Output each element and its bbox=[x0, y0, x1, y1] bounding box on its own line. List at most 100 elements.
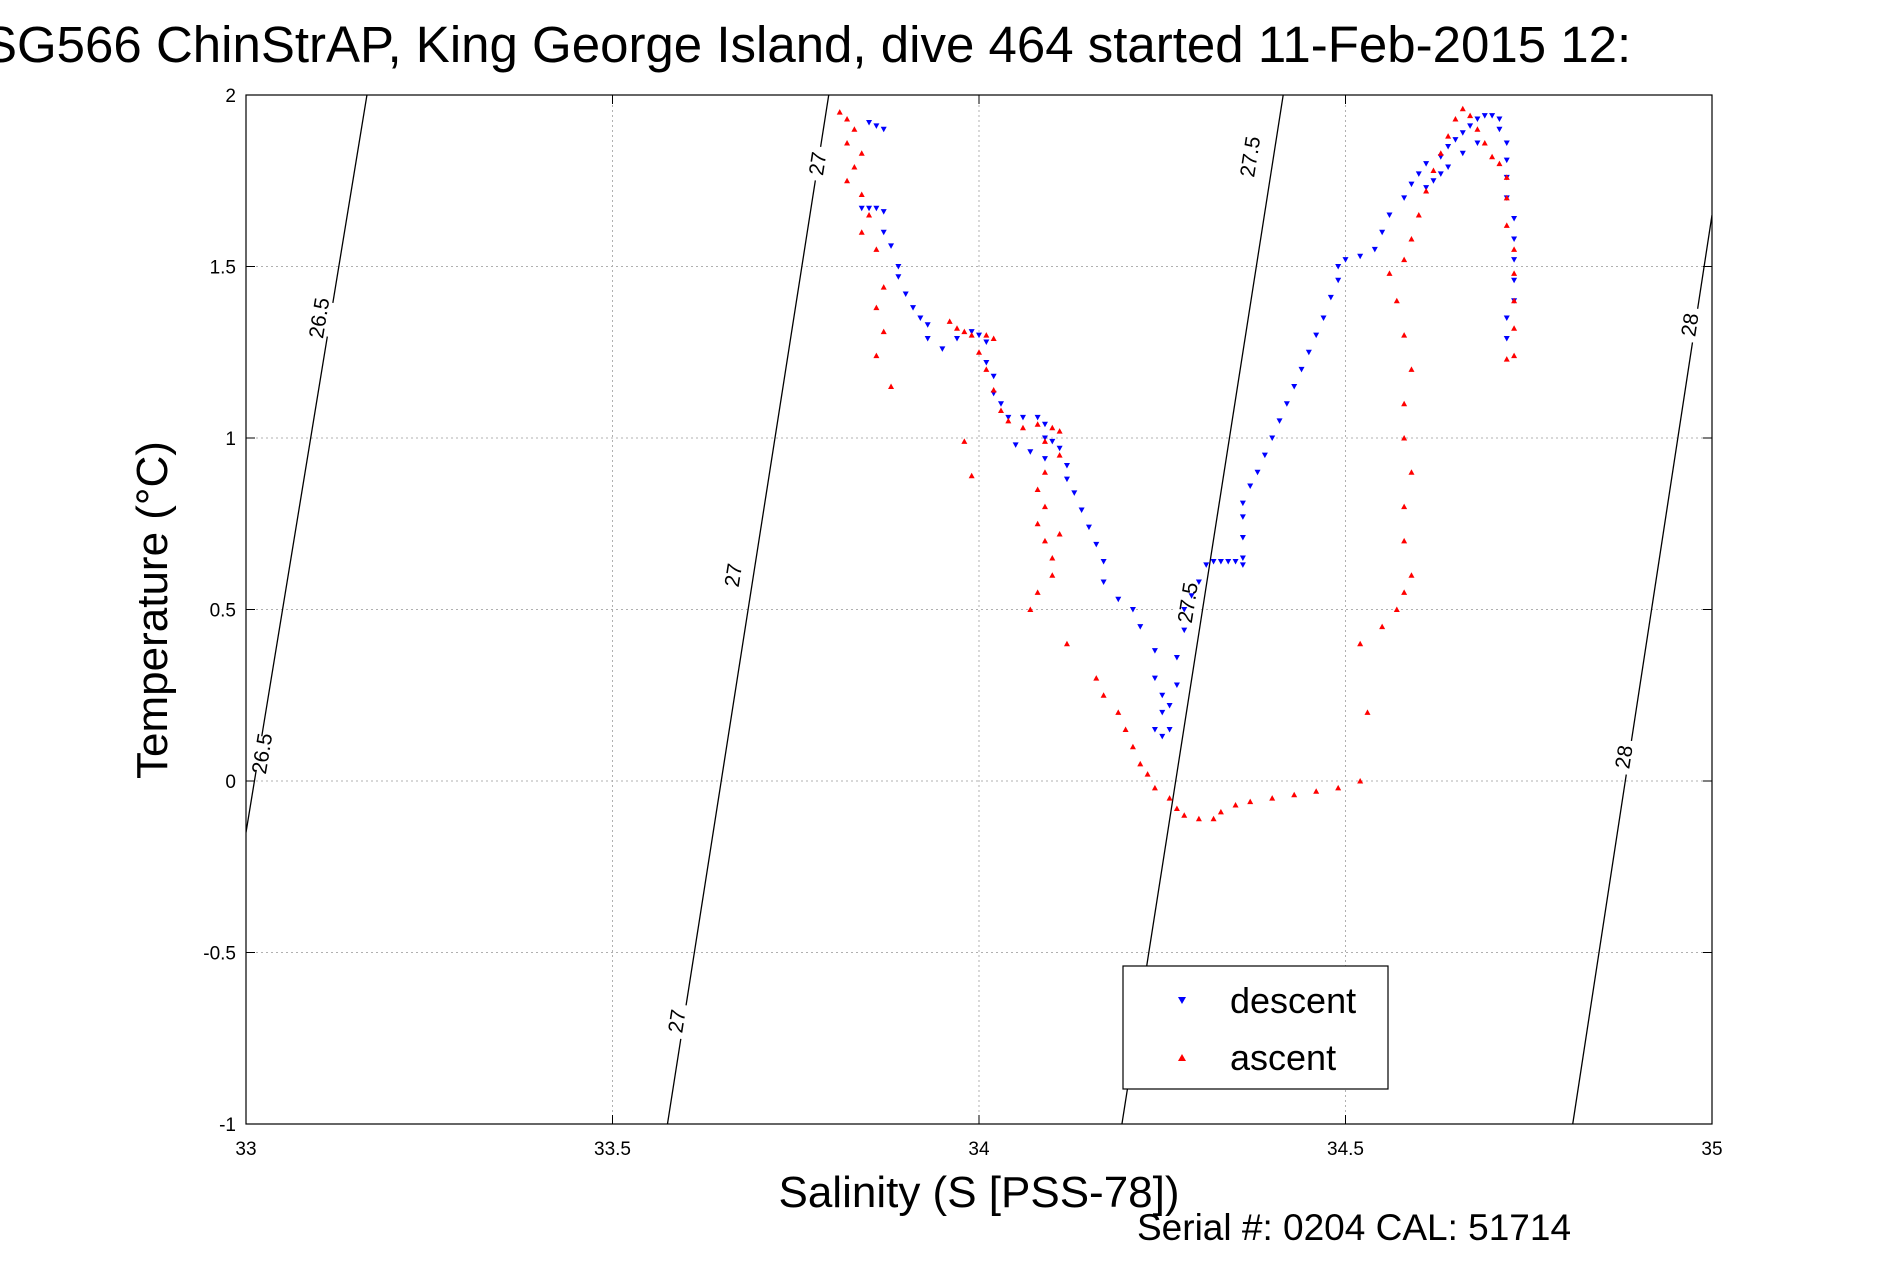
descent-point bbox=[1313, 332, 1320, 339]
ascent-point bbox=[1247, 798, 1254, 805]
descent-point bbox=[1511, 277, 1518, 284]
descent-point bbox=[1173, 682, 1180, 688]
contour-label: 27 bbox=[664, 1008, 690, 1035]
ascent-point bbox=[990, 386, 997, 393]
ascent-point bbox=[1093, 675, 1100, 681]
descent-point bbox=[1452, 137, 1459, 143]
ascent-point bbox=[946, 318, 953, 324]
descent-point bbox=[873, 123, 880, 129]
ascent-point bbox=[1357, 778, 1364, 784]
descent-point bbox=[1335, 264, 1342, 270]
contour-label-background bbox=[802, 144, 834, 183]
ascent-point bbox=[1393, 297, 1400, 304]
ascent-point bbox=[1423, 188, 1430, 194]
ascent-point bbox=[1503, 174, 1510, 180]
ascent-point bbox=[1474, 126, 1481, 132]
axis-ticks: 33 33.5 34 34.5 35 -1 -0.5 0 0.5 1 1.5 2 bbox=[203, 86, 1722, 1160]
ascent-point bbox=[1195, 815, 1202, 822]
ascent-point bbox=[1467, 112, 1474, 119]
sigma-contour-line bbox=[666, 95, 830, 1124]
descent-point bbox=[1137, 624, 1144, 630]
descent-point bbox=[1496, 116, 1503, 123]
x-tick-label: 34 bbox=[968, 1139, 990, 1160]
ascent-point bbox=[1041, 438, 1048, 444]
legend-ascent-marker bbox=[1178, 1054, 1186, 1061]
ascent-point bbox=[1115, 709, 1122, 715]
ascent-point bbox=[1415, 212, 1422, 218]
descent-point bbox=[1159, 733, 1166, 740]
contour-label-background bbox=[246, 734, 278, 773]
descent-point bbox=[1027, 449, 1034, 455]
descent-point bbox=[1078, 507, 1085, 514]
ascent-point bbox=[1217, 808, 1224, 815]
descent-point bbox=[1489, 113, 1496, 119]
contour-label: 28 bbox=[1611, 744, 1637, 771]
descent-point bbox=[1181, 607, 1188, 613]
ascent-point bbox=[844, 177, 851, 184]
ascent-point bbox=[1100, 692, 1107, 698]
descent-point bbox=[1423, 185, 1430, 191]
descent-point bbox=[902, 291, 909, 297]
descent-point bbox=[1166, 727, 1173, 733]
descent-point bbox=[1401, 195, 1408, 201]
legend-box bbox=[1122, 965, 1389, 1090]
ascent-point bbox=[873, 304, 880, 311]
ascent-point bbox=[1503, 222, 1510, 228]
descent-point bbox=[1269, 435, 1276, 441]
descent-point bbox=[1100, 558, 1107, 565]
ascent-point bbox=[1401, 400, 1408, 407]
descent-point bbox=[924, 336, 931, 342]
sigma-contour-line bbox=[1572, 214, 1712, 1124]
serial-cal-footer: Serial #: 0204 CAL: 51714 bbox=[1137, 1207, 1571, 1248]
descent-point bbox=[939, 346, 946, 352]
ascent-point bbox=[1291, 791, 1298, 798]
ascent-point bbox=[1386, 270, 1393, 276]
descent-point bbox=[1181, 627, 1188, 634]
ascent-point bbox=[1401, 435, 1408, 441]
contour-label-background bbox=[303, 299, 335, 337]
ascent-point bbox=[1144, 771, 1151, 777]
ascent-point bbox=[997, 407, 1004, 414]
ascent-point bbox=[1496, 160, 1503, 167]
descent-point bbox=[1474, 140, 1481, 147]
ascent-point bbox=[1181, 812, 1188, 818]
ascent-point bbox=[1401, 256, 1408, 263]
descent-point bbox=[1019, 414, 1026, 421]
descent-point bbox=[1327, 294, 1334, 301]
ascent-point bbox=[836, 109, 843, 115]
descent-point bbox=[1041, 435, 1048, 441]
ascent-point bbox=[858, 191, 865, 197]
ascent-point bbox=[1379, 623, 1386, 630]
ascent-point bbox=[1034, 486, 1041, 492]
ascent-point bbox=[983, 332, 990, 338]
ascent-point bbox=[1489, 153, 1496, 160]
contour-label-background bbox=[717, 556, 749, 595]
descent-point bbox=[873, 205, 880, 212]
descent-point bbox=[1071, 490, 1078, 496]
descent-point bbox=[1151, 675, 1158, 682]
ascent-point bbox=[1408, 236, 1415, 242]
ascent-point bbox=[1034, 520, 1041, 527]
descent-point bbox=[1232, 558, 1239, 565]
sigma-contour-line bbox=[246, 95, 368, 833]
descent-point bbox=[983, 360, 990, 366]
ascent-point bbox=[844, 116, 851, 122]
x-tick-label: 35 bbox=[1701, 1139, 1722, 1160]
contour-label-background bbox=[1234, 137, 1266, 176]
descent-point bbox=[880, 229, 887, 236]
descent-point bbox=[1012, 442, 1019, 448]
ascent-point bbox=[1041, 469, 1048, 475]
ascent-point bbox=[1437, 150, 1444, 156]
ascent-point bbox=[1034, 421, 1041, 427]
descent-point bbox=[1511, 257, 1518, 263]
ascent-point bbox=[866, 212, 873, 218]
descent-point bbox=[1247, 483, 1254, 490]
descent-point bbox=[1239, 555, 1246, 562]
ascent-point bbox=[858, 229, 865, 235]
descent-point bbox=[1305, 349, 1312, 356]
descent-point bbox=[1100, 579, 1107, 586]
descent-point bbox=[1276, 418, 1283, 424]
descent-point bbox=[954, 336, 961, 342]
descent-point bbox=[1188, 593, 1195, 599]
